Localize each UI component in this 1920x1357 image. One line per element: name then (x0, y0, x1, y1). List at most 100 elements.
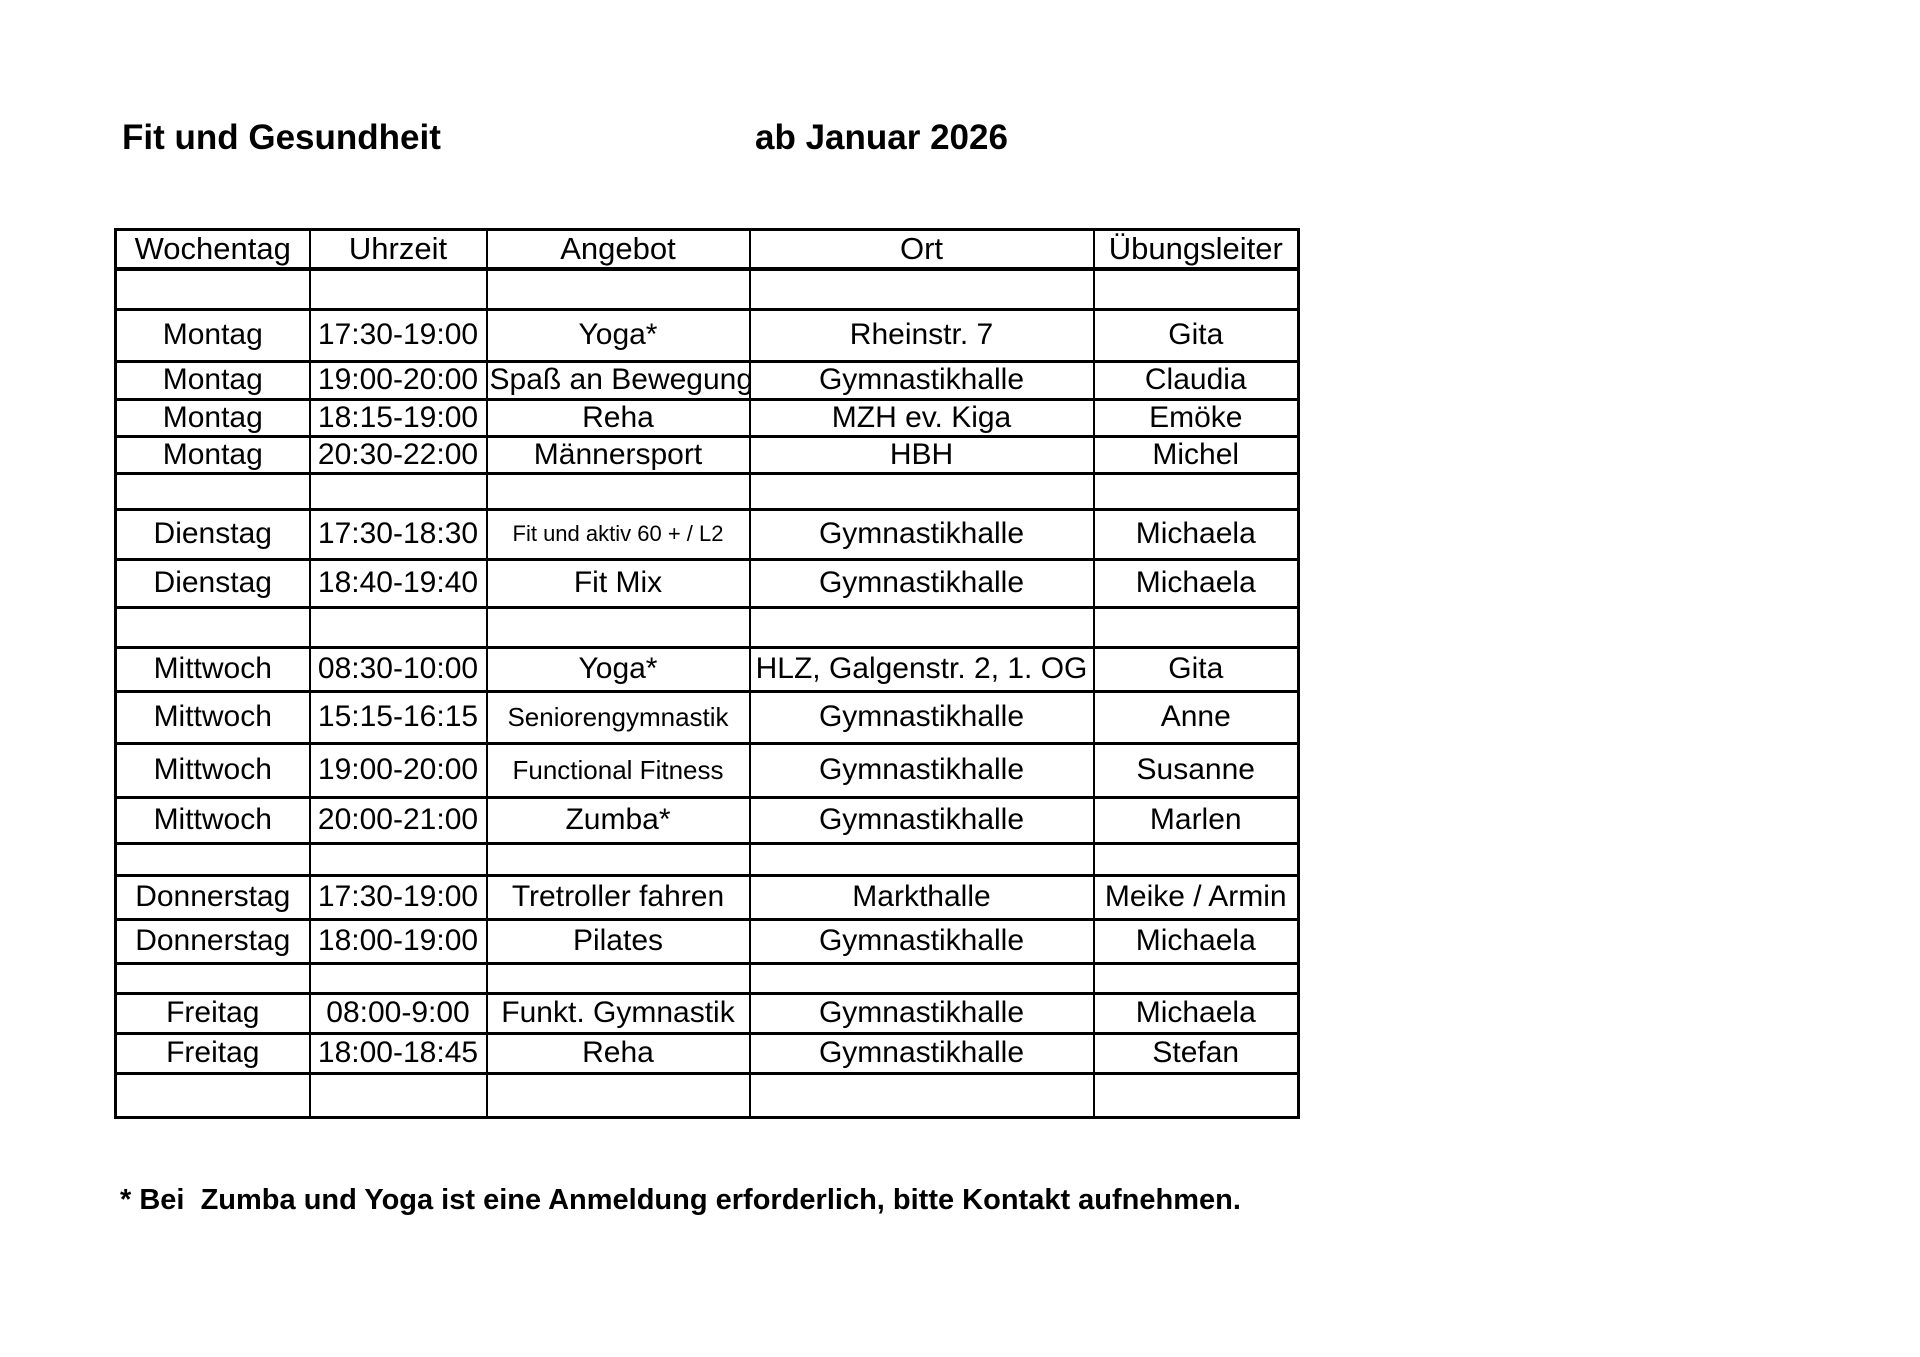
cell-day: Montag (114, 397, 311, 438)
column-header-uhrzeit: Uhrzeit (308, 228, 488, 271)
cell-leader: Susanne (1092, 741, 1300, 799)
cell-place: Gymnastikhalle (748, 917, 1095, 965)
empty-cell (485, 267, 751, 311)
cell-leader: Emöke (1092, 397, 1300, 438)
empty-cell (114, 471, 311, 511)
cell-offer: Seniorengymnastik (485, 689, 751, 745)
cell-leader: Michaela (1092, 557, 1300, 609)
cell-time: 19:00-20:00 (308, 359, 488, 401)
cell-offer: Reha (485, 1031, 751, 1075)
cell-time: 17:30-18:30 (308, 507, 488, 561)
empty-cell (308, 841, 488, 877)
cell-place: Gymnastikhalle (748, 1031, 1095, 1075)
table-row: Freitag 08:00-9:00 Funkt. Gymnastik Gymnast… (114, 991, 1300, 1035)
empty-cell (1092, 605, 1300, 649)
cell-offer: Yoga* (485, 645, 751, 693)
empty-cell (1092, 961, 1300, 995)
cell-time: 17:30-19:00 (308, 873, 488, 921)
cell-day: Dienstag (114, 507, 311, 561)
cell-time: 17:30-19:00 (308, 307, 488, 363)
empty-cell (485, 605, 751, 649)
cell-offer: Zumba* (485, 795, 751, 845)
spacer-row (114, 961, 1300, 995)
cell-leader: Claudia (1092, 359, 1300, 401)
empty-cell (485, 471, 751, 511)
table-row: Dienstag 18:40-19:40 Fit Mix Gymnastikhalle… (114, 557, 1300, 609)
empty-cell (114, 961, 311, 995)
empty-cell (485, 841, 751, 877)
cell-time: 20:30-22:00 (308, 434, 488, 475)
cell-place: Gymnastikhalle (748, 359, 1095, 401)
spacer-row (114, 841, 1300, 877)
cell-day: Freitag (114, 991, 311, 1035)
cell-offer: Fit Mix (485, 557, 751, 609)
cell-offer: Functional Fitness (485, 741, 751, 799)
cell-day: Mittwoch (114, 795, 311, 845)
empty-cell (114, 605, 311, 649)
column-header-wochentag: Wochentag (114, 228, 311, 271)
cell-place: Gymnastikhalle (748, 557, 1095, 609)
empty-cell (308, 267, 488, 311)
cell-offer: Yoga* (485, 307, 751, 363)
cell-day: Mittwoch (114, 741, 311, 799)
cell-leader: Gita (1092, 307, 1300, 363)
cell-leader: Marlen (1092, 795, 1300, 845)
spacer-row (114, 267, 1300, 311)
cell-day: Montag (114, 359, 311, 401)
empty-cell (1092, 471, 1300, 511)
empty-cell (485, 1071, 751, 1119)
empty-cell (1092, 841, 1300, 877)
cell-place: Markthalle (748, 873, 1095, 921)
table-row: Donnerstag 17:30-19:00 Tretroller fahren Ma… (114, 873, 1300, 921)
cell-time: 18:15-19:00 (308, 397, 488, 438)
empty-cell (114, 841, 311, 877)
cell-day: Freitag (114, 1031, 311, 1075)
empty-cell (1092, 267, 1300, 311)
cell-place: MZH ev. Kiga (748, 397, 1095, 438)
cell-place: Gymnastikhalle (748, 507, 1095, 561)
table-row: Mittwoch 08:30-10:00 Yoga* HLZ, Galgenstr. … (114, 645, 1300, 693)
cell-offer: Männersport (485, 434, 751, 475)
cell-time: 19:00-20:00 (308, 741, 488, 799)
empty-cell (308, 605, 488, 649)
spacer-row (114, 605, 1300, 649)
cell-place: Gymnastikhalle (748, 795, 1095, 845)
empty-cell (114, 267, 311, 311)
empty-cell (308, 471, 488, 511)
cell-time: 15:15-16:15 (308, 689, 488, 745)
cell-time: 08:30-10:00 (308, 645, 488, 693)
cell-time: 20:00-21:00 (308, 795, 488, 845)
schedule-table: Wochentag Uhrzeit Angebot Ort Übungsleit… (114, 228, 1300, 1119)
spacer-row (114, 471, 1300, 511)
table-row: Montag 17:30-19:00 Yoga* Rheinstr. 7 Gita (114, 307, 1300, 363)
empty-cell (748, 961, 1095, 995)
empty-cell (748, 1071, 1095, 1119)
cell-time: 08:00-9:00 (308, 991, 488, 1035)
empty-cell (485, 961, 751, 995)
cell-leader: Anne (1092, 689, 1300, 745)
cell-time: 18:40-19:40 (308, 557, 488, 609)
cell-place: Rheinstr. 7 (748, 307, 1095, 363)
cell-leader: Michaela (1092, 917, 1300, 965)
table-row: Montag 19:00-20:00 Spaß an Bewegung Gymnast… (114, 359, 1300, 401)
cell-leader: Michaela (1092, 507, 1300, 561)
cell-leader: Stefan (1092, 1031, 1300, 1075)
cell-offer: Funkt. Gymnastik (485, 991, 751, 1035)
cell-day: Montag (114, 307, 311, 363)
cell-leader: Meike / Armin (1092, 873, 1300, 921)
empty-cell (1092, 1071, 1300, 1119)
table-row: Mittwoch 19:00-20:00 Functional Fitness Gym… (114, 741, 1300, 799)
cell-place: Gymnastikhalle (748, 741, 1095, 799)
empty-cell (748, 841, 1095, 877)
cell-place: HBH (748, 434, 1095, 475)
header-row: Wochentag Uhrzeit Angebot Ort Übungsleit… (114, 228, 1300, 271)
page-title: Fit und Gesundheit (122, 118, 441, 157)
cell-day: Donnerstag (114, 917, 311, 965)
table-row: Mittwoch 20:00-21:00 Zumba* Gymnastikhalle M… (114, 795, 1300, 845)
empty-cell (748, 267, 1095, 311)
cell-offer: Pilates (485, 917, 751, 965)
column-header-angebot: Angebot (485, 228, 751, 271)
footnote: * Bei Zumba und Yoga ist eine Anmeldung … (120, 1184, 1241, 1216)
page-subtitle: ab Januar 2026 (755, 118, 1008, 157)
cell-leader: Michel (1092, 434, 1300, 475)
